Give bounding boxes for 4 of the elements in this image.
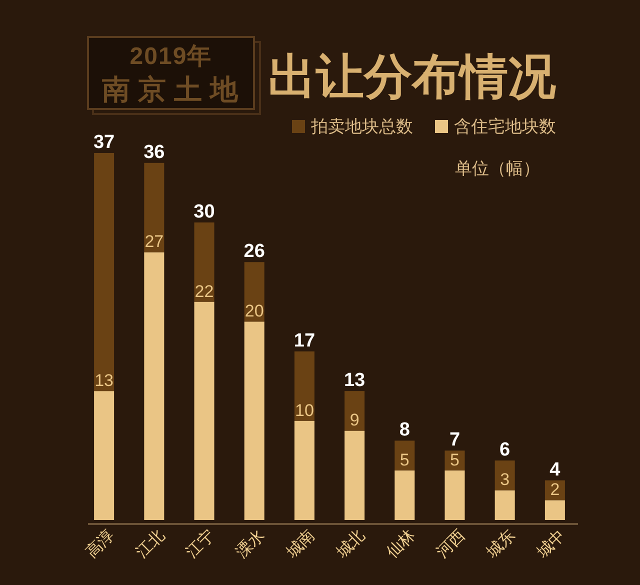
- title: 出让分布情况: [268, 51, 556, 104]
- annotation: 南京土地: [102, 74, 246, 105]
- annotation: 单位（幅）: [455, 159, 540, 178]
- subtitle: 2019年: [130, 43, 212, 70]
